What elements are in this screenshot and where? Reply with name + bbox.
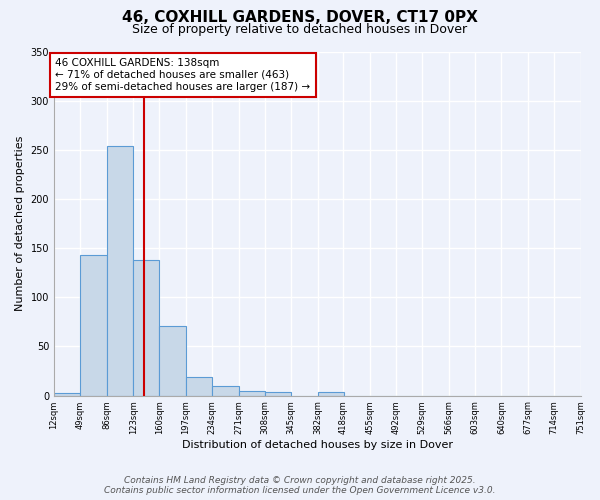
Bar xyxy=(107,146,133,396)
Text: Contains HM Land Registry data © Crown copyright and database right 2025.
Contai: Contains HM Land Registry data © Crown c… xyxy=(104,476,496,495)
Bar xyxy=(133,260,160,396)
Bar xyxy=(186,377,212,396)
Bar xyxy=(265,392,291,396)
Text: Size of property relative to detached houses in Dover: Size of property relative to detached ho… xyxy=(133,22,467,36)
Bar xyxy=(80,255,107,396)
Bar xyxy=(239,390,265,396)
Text: 46 COXHILL GARDENS: 138sqm
← 71% of detached houses are smaller (463)
29% of sem: 46 COXHILL GARDENS: 138sqm ← 71% of deta… xyxy=(55,58,311,92)
Y-axis label: Number of detached properties: Number of detached properties xyxy=(15,136,25,311)
Bar xyxy=(317,392,344,396)
Text: 46, COXHILL GARDENS, DOVER, CT17 0PX: 46, COXHILL GARDENS, DOVER, CT17 0PX xyxy=(122,10,478,25)
Bar xyxy=(212,386,239,396)
Bar xyxy=(160,326,186,396)
Bar xyxy=(54,392,80,396)
X-axis label: Distribution of detached houses by size in Dover: Distribution of detached houses by size … xyxy=(182,440,453,450)
